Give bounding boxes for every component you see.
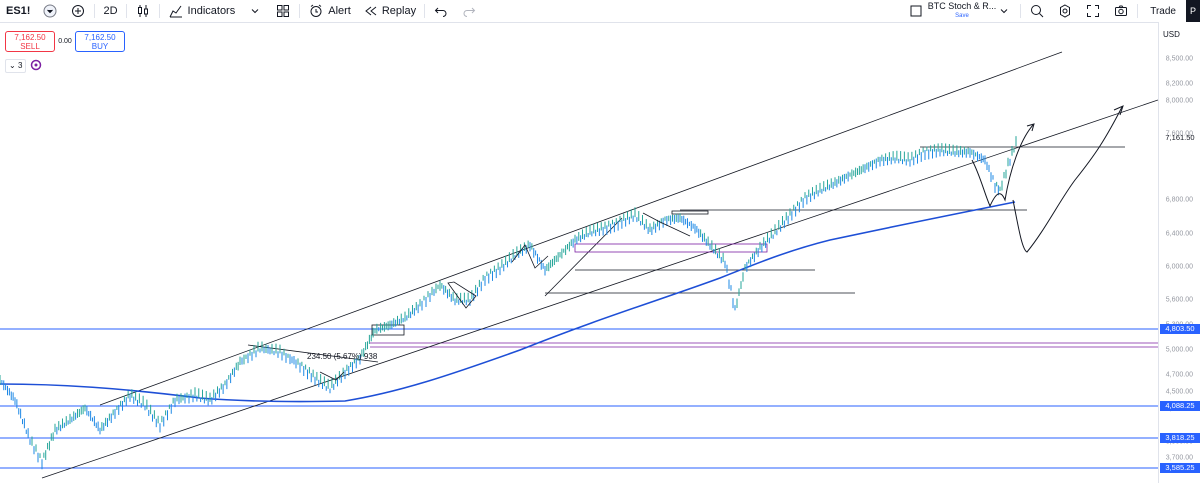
price-tick-label: 6,800.00	[1165, 196, 1193, 204]
indicators-button[interactable]: Indicators	[162, 0, 242, 22]
projection-path[interactable]	[1012, 106, 1123, 253]
undo-icon	[433, 3, 449, 19]
pattern-drawing[interactable]	[642, 212, 691, 237]
undo-button[interactable]	[427, 0, 455, 22]
indicators-label: Indicators	[187, 5, 236, 17]
price-tick-label: 5,000.00	[1165, 346, 1193, 354]
template-name: BTC Stoch & R... Save	[928, 1, 997, 21]
price-tick-label: 8,500.00	[1165, 55, 1193, 63]
level-price-tag: 4,088.25	[1160, 401, 1200, 411]
projection-arrow-head[interactable]	[1026, 123, 1035, 132]
square-icon	[908, 3, 924, 19]
template-button[interactable]: BTC Stoch & R... Save	[902, 0, 1019, 22]
redo-icon	[461, 3, 477, 19]
top-toolbar: ES1! 2D Indicators A	[0, 0, 1200, 23]
sync-icon[interactable]	[30, 59, 42, 73]
projection-arrow-head[interactable]	[1113, 105, 1124, 116]
grid-icon	[275, 3, 291, 19]
trend-line[interactable]	[544, 217, 623, 297]
price-tick-label: 3,700.00	[1165, 454, 1193, 462]
price-tick-label: 8,000.00	[1165, 97, 1193, 105]
divider	[1020, 4, 1022, 18]
camera-icon	[1113, 3, 1129, 19]
price-tick-label: 4,700.00	[1165, 371, 1193, 379]
level-price-tag: 3,818.25	[1160, 433, 1200, 443]
gear-icon	[1057, 3, 1073, 19]
interval-button[interactable]: 2D	[103, 5, 118, 17]
quick-search-button[interactable]	[1023, 0, 1051, 22]
indicators-count[interactable]: ⌄ 3	[5, 59, 27, 73]
toolbar-right: BTC Stoch & R... Save	[902, 0, 1200, 22]
divider	[1137, 4, 1139, 18]
trade-button[interactable]: Trade	[1150, 5, 1176, 17]
projection-path[interactable]	[971, 124, 1034, 208]
chevron-down-icon	[247, 3, 263, 19]
price-axis[interactable]: 8,500.00 8,200.00 8,000.00 7,600.00 6,800.00…	[1158, 22, 1200, 483]
channel-upper-line[interactable]	[99, 51, 1063, 406]
moving-average-line[interactable]	[0, 201, 1016, 403]
template-save: Save	[955, 13, 969, 19]
price-tick-label: 4,500.00	[1165, 388, 1193, 396]
level-price-tag: 3,585.25	[1160, 463, 1200, 473]
zone-rectangle[interactable]	[574, 243, 768, 253]
divider	[125, 4, 127, 18]
compare-add-button[interactable]	[64, 0, 92, 22]
plus-circle-icon	[70, 3, 86, 19]
buy-label: BUY	[91, 42, 109, 51]
redo-button[interactable]	[455, 0, 483, 22]
settings-button[interactable]	[1051, 0, 1079, 22]
alarm-clock-icon	[308, 3, 324, 19]
replay-button[interactable]: Replay	[357, 0, 422, 22]
zone-rectangle[interactable]	[671, 210, 709, 215]
replay-label: Replay	[381, 5, 417, 17]
price-tick-label: 8,200.00	[1165, 80, 1193, 88]
spread-value: 0.00	[58, 38, 72, 45]
template-title: BTC Stoch & R...	[927, 1, 997, 11]
channel-lower-line[interactable]	[41, 99, 1158, 479]
sell-price: 7,162.50	[14, 33, 46, 42]
price-tick-label: 6,000.00	[1165, 263, 1193, 271]
divider	[424, 4, 426, 18]
indicators-toggle[interactable]: ⌄ 3	[5, 59, 42, 73]
price-tick-label: 7,600.00	[1165, 130, 1193, 138]
divider	[299, 4, 301, 18]
buy-price: 7,162.50	[84, 33, 116, 42]
price-series[interactable]	[0, 136, 1017, 470]
currency-label[interactable]: USD	[1163, 30, 1180, 39]
alert-label: Alert	[328, 5, 351, 17]
indicators-icon	[168, 3, 184, 19]
pattern-drawing[interactable]	[511, 244, 549, 269]
order-panel: 7,162.50 SELL 0.00 7,162.50 BUY	[5, 31, 125, 52]
symbol-options-button[interactable]	[36, 0, 64, 22]
chevron-down-icon: ⌄	[9, 61, 16, 70]
indicator-templates-button[interactable]	[241, 0, 269, 22]
divider	[158, 4, 160, 18]
alert-button[interactable]: Alert	[302, 0, 357, 22]
sell-button[interactable]: 7,162.50 SELL	[5, 31, 55, 52]
indicators-count-value: 3	[17, 61, 23, 70]
symbol-search[interactable]: ES1!	[6, 5, 31, 17]
snapshot-button[interactable]	[1107, 0, 1135, 22]
price-tick-label: 6,400.00	[1165, 230, 1193, 238]
candles-icon	[135, 3, 151, 19]
fullscreen-button[interactable]	[1079, 0, 1107, 22]
layouts-button[interactable]	[269, 0, 297, 22]
sell-label: SELL	[20, 42, 40, 51]
fullscreen-icon	[1085, 3, 1101, 19]
price-chart[interactable]	[0, 22, 1158, 483]
level-price-tag: 4,803.50	[1160, 324, 1200, 334]
price-tick-label: 5,600.00	[1165, 296, 1193, 304]
pattern-drawing[interactable]	[319, 371, 345, 381]
pattern-drawing[interactable]	[447, 281, 477, 309]
current-price-tag: 7,161.50	[1165, 133, 1195, 142]
search-plus-icon	[1029, 3, 1045, 19]
profile-button[interactable]: P	[1186, 0, 1200, 22]
chart-type-button[interactable]	[129, 0, 157, 22]
rewind-icon	[363, 3, 379, 19]
chevron-down-icon	[996, 3, 1012, 19]
divider	[94, 4, 96, 18]
buy-button[interactable]: 7,162.50 BUY	[75, 31, 125, 52]
measure-label: 234.50 (5.67%) 938	[307, 352, 378, 361]
chevron-circle-icon	[42, 3, 58, 19]
